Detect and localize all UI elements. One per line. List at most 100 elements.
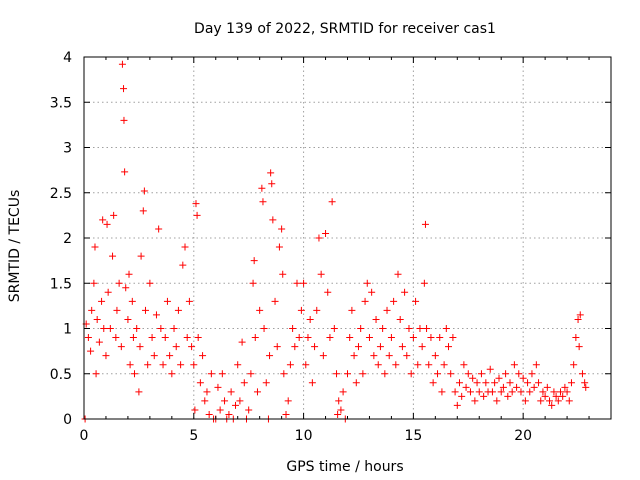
data-point [383, 306, 391, 314]
x-tick-label: 5 [189, 428, 198, 444]
y-tick-labels: 0 0.5 1 1.5 2 2.5 3 3.5 4 [50, 50, 72, 428]
data-point [561, 383, 569, 391]
data-point [280, 370, 288, 378]
data-points [81, 60, 590, 423]
data-point [293, 279, 301, 287]
data-point [554, 397, 562, 405]
data-point [125, 270, 133, 278]
grid-lines [84, 57, 611, 419]
data-point [524, 379, 532, 387]
data-point [282, 410, 290, 418]
data-point [537, 397, 545, 405]
data-point [431, 352, 439, 360]
data-point [317, 270, 325, 278]
data-point [535, 379, 543, 387]
data-point [141, 306, 149, 314]
data-point [286, 361, 294, 369]
data-point [530, 383, 538, 391]
data-point [205, 410, 213, 418]
data-point [266, 352, 274, 360]
data-point [488, 388, 496, 396]
data-point [436, 334, 444, 342]
data-point [194, 334, 202, 342]
data-point [172, 343, 180, 351]
data-point [302, 361, 310, 369]
data-point [102, 352, 110, 360]
data-point [131, 370, 139, 378]
data-point [289, 325, 297, 332]
data-point [565, 397, 573, 405]
data-point [174, 306, 182, 314]
data-point [379, 325, 387, 332]
x-axis-title: GPS time / hours [286, 459, 403, 475]
data-point [508, 388, 516, 396]
data-point [135, 388, 143, 396]
data-point [124, 315, 132, 323]
y-tick-label: 1.5 [50, 276, 72, 292]
y-tick-label: 0 [63, 412, 72, 428]
data-point [442, 325, 450, 332]
data-point [190, 361, 198, 369]
data-point [466, 388, 474, 396]
data-point [268, 180, 276, 188]
data-point [319, 352, 327, 360]
data-point [328, 198, 336, 206]
data-point [330, 325, 338, 332]
data-point [401, 288, 409, 296]
data-point [279, 270, 287, 278]
data-point [480, 392, 488, 400]
data-point [121, 168, 129, 176]
data-point [324, 288, 332, 296]
data-point [181, 243, 189, 251]
data-point [405, 325, 413, 332]
data-point [236, 397, 244, 405]
axis-ticks [83, 56, 612, 420]
data-point [513, 383, 521, 391]
data-point [495, 374, 503, 382]
data-point [416, 325, 424, 332]
data-point [238, 338, 246, 346]
data-point [308, 379, 316, 387]
data-point [464, 370, 472, 378]
data-point [425, 361, 433, 369]
data-point [521, 397, 529, 405]
data-point [447, 370, 455, 378]
data-point [196, 379, 204, 387]
data-point [570, 361, 578, 369]
data-point [88, 306, 96, 314]
data-point [473, 379, 481, 387]
data-point [245, 406, 253, 414]
data-point [526, 388, 534, 396]
data-point [100, 325, 108, 332]
data-point [556, 388, 564, 396]
chart-title: Day 139 of 2022, SRMTID for receiver cas… [194, 21, 496, 37]
data-point [370, 352, 378, 360]
data-point [122, 284, 130, 292]
data-point [207, 370, 215, 378]
data-point [499, 383, 507, 391]
data-point [163, 297, 171, 305]
data-point [284, 397, 292, 405]
data-point [326, 334, 334, 342]
data-point [475, 388, 483, 396]
data-point [313, 306, 321, 314]
data-point [469, 374, 477, 382]
data-point [273, 343, 281, 351]
data-point [227, 388, 235, 396]
data-point [87, 347, 95, 355]
data-point [348, 306, 356, 314]
data-point [394, 270, 402, 278]
y-tick-label: 3 [63, 141, 72, 157]
data-point [214, 383, 222, 391]
data-point [455, 379, 463, 387]
data-point [199, 352, 207, 360]
data-point [493, 397, 501, 405]
data-point [146, 279, 154, 287]
data-point [429, 379, 437, 387]
data-point [372, 315, 380, 323]
data-point [438, 388, 446, 396]
data-point [519, 374, 527, 382]
data-point [129, 334, 137, 342]
data-point [95, 338, 103, 346]
data-point [113, 306, 121, 314]
